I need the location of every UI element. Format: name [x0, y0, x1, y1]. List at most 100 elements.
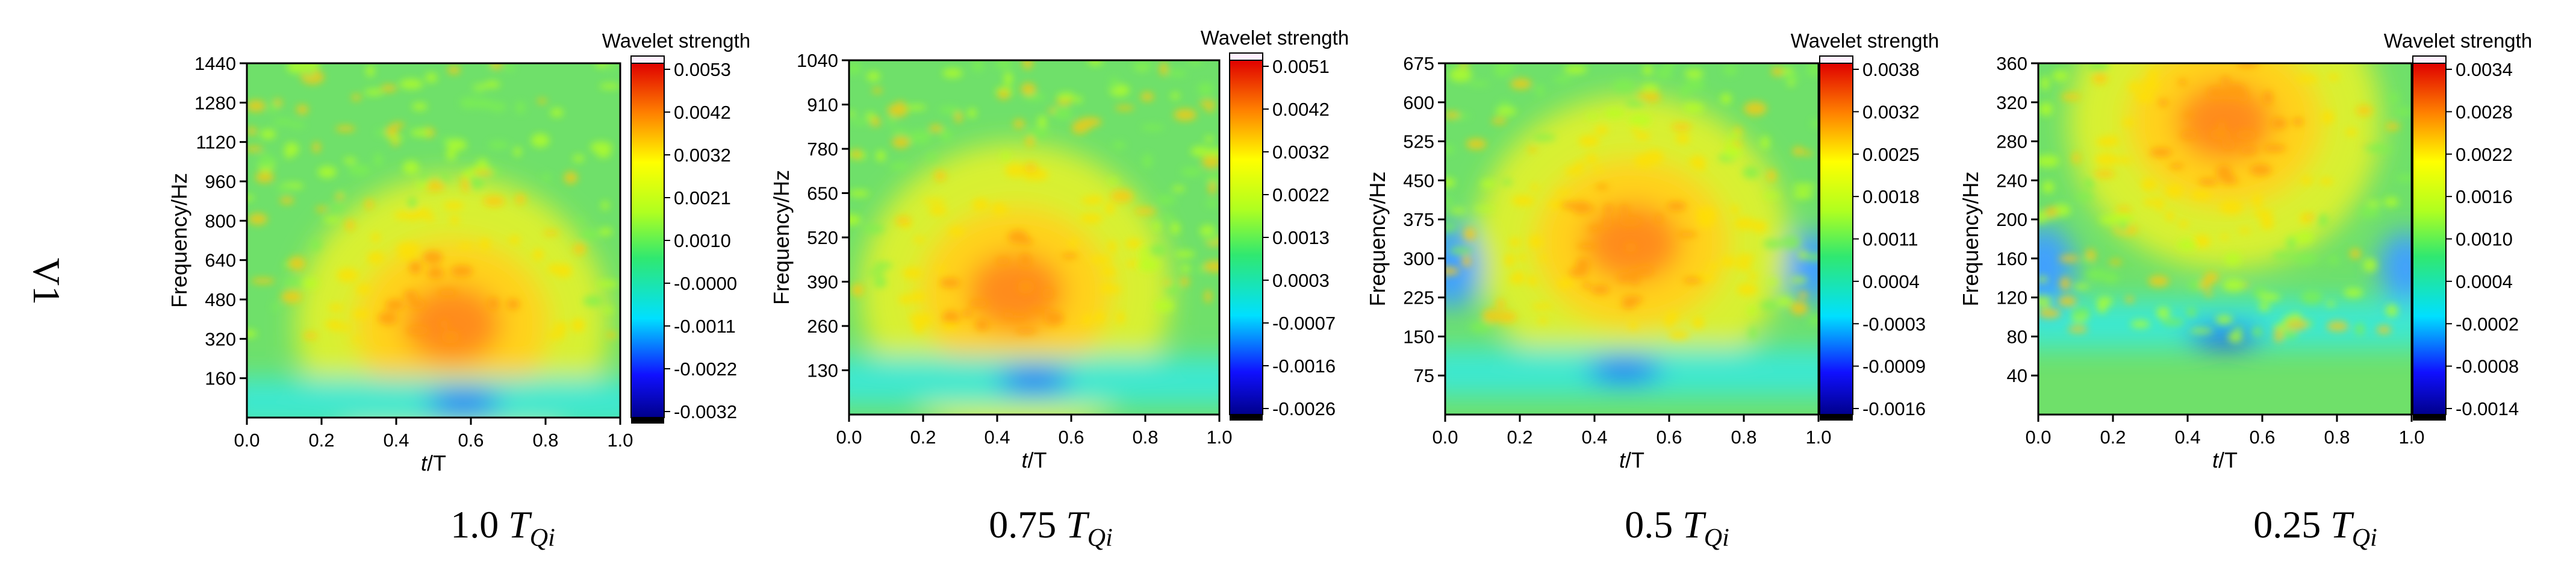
texture-speck: [1153, 299, 1175, 312]
texture-speck: [599, 227, 612, 236]
texture-speck: [1180, 277, 1189, 286]
texture-speck: [1808, 63, 1818, 72]
texture-speck: [608, 63, 617, 70]
texture-speck: [2058, 295, 2077, 307]
texture-speck: [345, 219, 355, 231]
y-tick-label: 1280: [194, 92, 236, 113]
colorbar-tick-label: -0.0011: [674, 316, 736, 337]
texture-speck: [2109, 259, 2122, 265]
colorbar-tick-label: -0.0016: [1862, 398, 1926, 419]
texture-speck: [2262, 90, 2273, 105]
texture-speck: [356, 284, 372, 294]
texture-speck: [440, 319, 449, 328]
texture-speck: [1027, 307, 1051, 313]
texture-speck: [284, 142, 299, 156]
texture-speck: [2221, 140, 2236, 150]
texture-speck: [530, 133, 550, 148]
panel-caption: 0.5 TQi: [1625, 503, 1729, 552]
heatmap-field: [2038, 63, 2412, 415]
texture-speck: [1618, 216, 1642, 227]
texture-speck: [1204, 234, 1219, 242]
texture-speck: [1530, 184, 1539, 191]
texture-speck: [1491, 117, 1507, 124]
texture-speck: [2130, 320, 2150, 328]
texture-speck: [2135, 91, 2154, 103]
texture-speck: [1204, 136, 1214, 143]
texture-speck: [1181, 265, 1191, 272]
y-tick-label: 240: [1996, 170, 2027, 191]
texture-speck: [1025, 136, 1034, 148]
texture-speck: [929, 124, 943, 133]
texture-speck: [849, 62, 862, 75]
colorbar-tick-label: -0.0014: [2456, 398, 2519, 419]
texture-speck: [564, 171, 578, 184]
texture-speck: [2218, 121, 2226, 131]
texture-speck: [2101, 136, 2120, 146]
texture-speck: [972, 60, 984, 72]
texture-speck: [922, 198, 947, 204]
y-tick-label: 75: [1414, 365, 1434, 386]
texture-speck: [1590, 284, 1610, 295]
texture-speck: [929, 205, 948, 216]
texture-speck: [543, 230, 559, 236]
texture-speck: [573, 155, 585, 162]
colorbar-tick-label: 0.0004: [2456, 271, 2513, 292]
colorbar-tick-label: 0.0042: [674, 102, 731, 123]
texture-speck: [1007, 230, 1028, 244]
y-tick-label: 130: [807, 360, 838, 381]
texture-speck: [1725, 138, 1733, 146]
texture-speck: [476, 158, 489, 173]
x-tick-label: 0.8: [532, 430, 558, 451]
texture-speck: [1015, 328, 1038, 334]
colorbar-top-cap: [2412, 55, 2447, 64]
texture-speck: [1640, 83, 1660, 92]
texture-speck: [275, 186, 296, 192]
texture-speck: [2366, 201, 2382, 207]
colorbar-tick-label: 0.0021: [674, 187, 731, 208]
texture-speck: [1535, 84, 1545, 97]
texture-speck: [1511, 195, 1535, 207]
texture-speck: [365, 199, 374, 210]
colorbar-bottom-cap: [1820, 415, 1853, 421]
texture-speck: [1153, 221, 1161, 232]
x-tick-label: 1.0: [2398, 427, 2424, 448]
texture-speck: [1619, 204, 1629, 216]
texture-speck: [1196, 265, 1206, 274]
texture-speck: [1671, 123, 1692, 131]
texture-speck: [1743, 101, 1767, 116]
texture-speck: [913, 236, 926, 243]
texture-speck: [1494, 63, 1515, 75]
texture-speck: [590, 141, 612, 153]
texture-speck: [473, 87, 483, 95]
texture-speck: [2123, 118, 2135, 127]
texture-speck: [2118, 221, 2128, 232]
texture-speck: [247, 146, 263, 152]
texture-speck: [296, 104, 308, 114]
texture-speck: [1675, 134, 1690, 144]
texture-speck: [1561, 190, 1572, 195]
texture-speck: [1737, 283, 1758, 296]
texture-speck: [2355, 105, 2373, 116]
texture-speck: [576, 217, 585, 224]
texture-speck: [248, 213, 268, 225]
texture-speck: [247, 330, 258, 337]
texture-speck: [458, 243, 474, 249]
texture-speck: [1003, 72, 1013, 86]
texture-speck: [1760, 136, 1770, 149]
colorbar-tick-label: 0.0003: [1272, 270, 1330, 291]
texture-speck: [1747, 305, 1757, 316]
texture-speck: [1634, 154, 1655, 168]
texture-speck: [1805, 252, 1818, 262]
texture-speck: [2061, 93, 2082, 101]
texture-speck: [1553, 75, 1573, 83]
row-label: V1: [25, 257, 69, 305]
texture-speck: [1115, 105, 1134, 111]
texture-speck: [851, 149, 862, 160]
texture-speck: [1664, 314, 1674, 328]
texture-speck: [1103, 282, 1112, 290]
y-tick-label: 160: [205, 368, 236, 389]
texture-speck: [482, 195, 506, 207]
texture-speck: [1162, 214, 1175, 221]
texture-speck: [364, 89, 384, 96]
texture-speck: [1792, 146, 1805, 156]
